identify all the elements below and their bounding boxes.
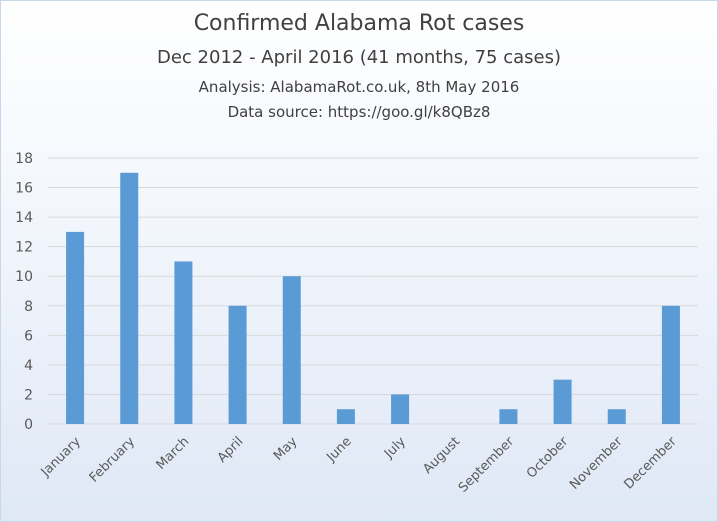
bar-september bbox=[499, 409, 518, 424]
bar-december bbox=[661, 305, 680, 424]
x-tick-label: August bbox=[420, 434, 463, 477]
x-tick-label: April bbox=[215, 434, 247, 466]
bar-february bbox=[120, 172, 139, 424]
chart-subtitle: Dec 2012 - April 2016 (41 months, 75 cas… bbox=[157, 47, 561, 68]
x-tick-label: December bbox=[621, 434, 680, 493]
y-tick-label: 14 bbox=[15, 210, 33, 226]
x-tick-label: July bbox=[381, 434, 409, 462]
y-tick-label: 2 bbox=[24, 387, 33, 403]
x-tick-label: November bbox=[567, 434, 626, 493]
y-tick-label: 12 bbox=[15, 240, 33, 256]
bar-july bbox=[391, 394, 410, 424]
chart-title: Confirmed Alabama Rot cases bbox=[193, 11, 525, 36]
y-tick-label: 4 bbox=[24, 358, 33, 374]
source-note: Data source: https://goo.gl/k8QBz8 bbox=[227, 103, 491, 121]
y-tick-label: 10 bbox=[15, 269, 33, 285]
x-tick-label: February bbox=[87, 434, 139, 486]
x-tick-label: May bbox=[271, 434, 301, 464]
x-tick-label: October bbox=[524, 434, 572, 482]
y-tick-label: 6 bbox=[24, 328, 33, 344]
bar-april bbox=[228, 305, 247, 424]
x-tick-label: June bbox=[323, 434, 354, 465]
bar-june bbox=[336, 409, 355, 424]
x-tick-label: January bbox=[38, 434, 84, 480]
y-tick-label: 16 bbox=[15, 181, 33, 197]
y-axis-labels: 0 2 4 6 8 10 12 14 16 18 bbox=[15, 151, 33, 433]
bar-october bbox=[553, 379, 572, 424]
x-tick-label: September bbox=[456, 434, 518, 496]
bar-january bbox=[66, 231, 85, 424]
bar-may bbox=[282, 276, 301, 424]
x-tick-label: March bbox=[154, 434, 193, 473]
y-tick-label: 8 bbox=[24, 299, 33, 315]
y-tick-label: 18 bbox=[15, 151, 33, 167]
x-axis-labels: January February March April May June July Augu… bbox=[38, 434, 680, 496]
bars bbox=[66, 172, 680, 424]
y-tick-label: 0 bbox=[24, 417, 33, 433]
bar-march bbox=[174, 261, 193, 424]
analysis-note: Analysis: AlabamaRot.co.uk, 8th May 2016 bbox=[198, 78, 520, 96]
gridlines bbox=[48, 157, 698, 425]
bar-november bbox=[607, 409, 626, 424]
